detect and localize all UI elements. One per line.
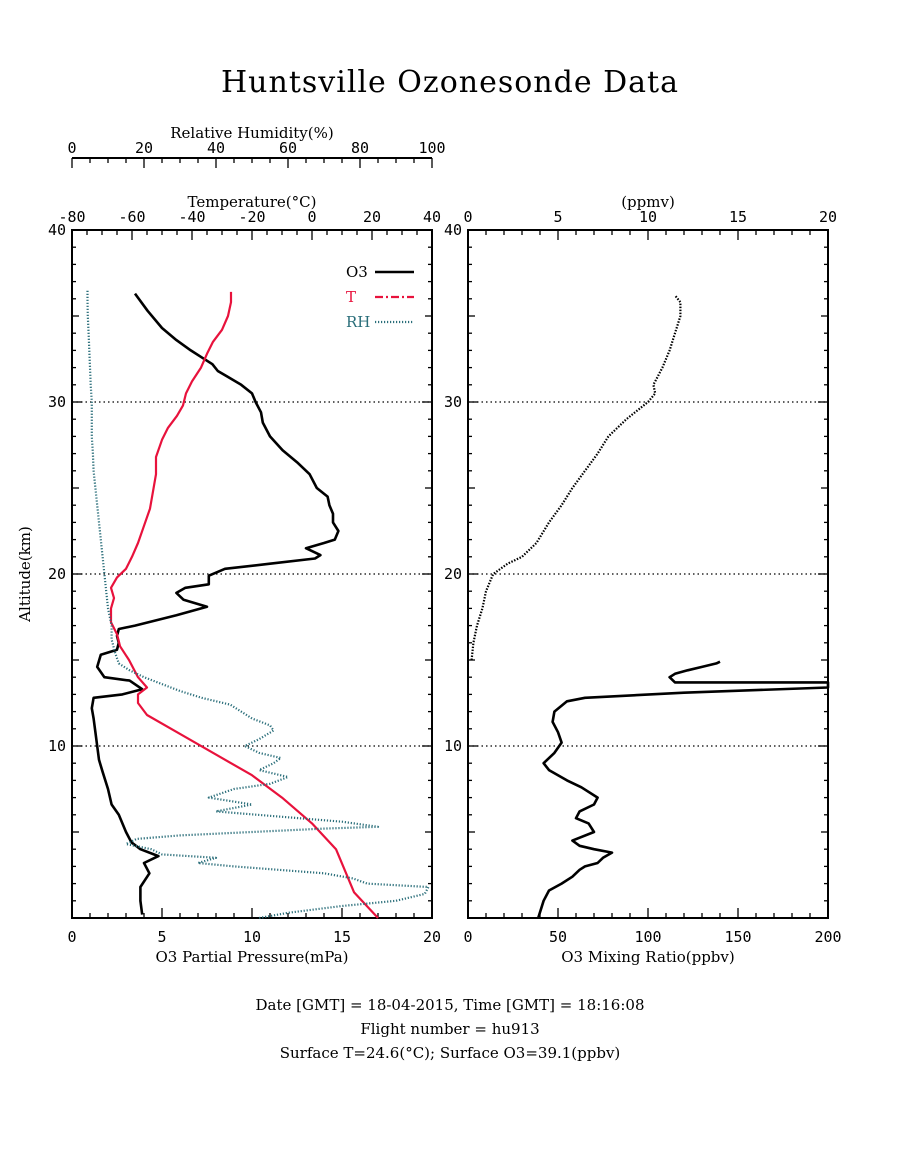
series-line-o3-mixing-ratio-upper- xyxy=(470,294,682,661)
right-top-label: (ppmv) xyxy=(621,193,675,211)
x-tick-label: -80 xyxy=(58,208,85,226)
x-tick-label: 100 xyxy=(418,139,445,157)
x-tick-label: 60 xyxy=(279,139,297,157)
legend: O3 T RH xyxy=(346,263,414,331)
left-panel: 10 20 30 40 0 5 10 15 20 -80 -60 -40 -20 0 20 40 0 20 40 60… xyxy=(16,124,446,966)
x-tick-label: 20 xyxy=(423,928,441,946)
left-bottom-label: O3 Partial Pressure(mPa) xyxy=(155,948,348,966)
legend-label: O3 xyxy=(346,263,368,281)
left-ylabel: Altitude(km) xyxy=(16,526,34,623)
y-tick-label: 20 xyxy=(444,565,462,583)
series-line-o3 xyxy=(90,292,340,915)
y-tick-label: 30 xyxy=(48,393,66,411)
left-top-inner-label: Temperature(°C) xyxy=(188,193,317,211)
x-tick-label: 15 xyxy=(333,928,351,946)
x-tick-label: 5 xyxy=(553,208,562,226)
x-tick-label: 100 xyxy=(634,928,661,946)
left-top-outer-label: Relative Humidity(%) xyxy=(170,124,333,142)
left-gridlines xyxy=(72,401,432,747)
series-line-o3-mixing-ratio xyxy=(536,660,830,919)
footer-surface-values: Surface T=24.6(°C); Surface O3=39.1(ppbv… xyxy=(280,1044,621,1062)
x-tick-label: 0 xyxy=(307,208,316,226)
left-axis-ticks: 10 20 30 40 0 5 10 15 20 -80 -60 -40 -20 0 20 40 0 20 40 60… xyxy=(48,139,446,946)
y-tick-label: 40 xyxy=(444,221,462,239)
x-tick-label: 5 xyxy=(157,928,166,946)
x-tick-label: 15 xyxy=(729,208,747,226)
y-tick-label: 10 xyxy=(444,737,462,755)
x-tick-label: 200 xyxy=(814,928,841,946)
x-tick-label: 20 xyxy=(363,208,381,226)
x-tick-label: -20 xyxy=(238,208,265,226)
right-gridlines xyxy=(468,401,828,747)
y-tick-label: 20 xyxy=(48,565,66,583)
chart-title: Huntsville Ozonesonde Data xyxy=(221,65,679,100)
x-tick-label: -40 xyxy=(178,208,205,226)
right-bottom-label: O3 Mixing Ratio(ppbv) xyxy=(561,948,734,966)
x-tick-label: 10 xyxy=(243,928,261,946)
left-series-group xyxy=(86,290,430,920)
x-tick-label: 0 xyxy=(463,928,472,946)
x-tick-label: 40 xyxy=(207,139,225,157)
right-series-group xyxy=(470,294,830,919)
x-tick-label: 40 xyxy=(423,208,441,226)
legend-label: RH xyxy=(346,313,370,331)
y-tick-label: 10 xyxy=(48,737,66,755)
x-tick-label: 10 xyxy=(639,208,657,226)
x-tick-label: 0 xyxy=(463,208,472,226)
x-tick-label: 20 xyxy=(135,139,153,157)
y-tick-label: 40 xyxy=(48,221,66,239)
y-tick-label: 30 xyxy=(444,393,462,411)
footer-flight-number: Flight number = hu913 xyxy=(360,1020,539,1038)
x-tick-label: 150 xyxy=(724,928,751,946)
series-line-rh xyxy=(86,290,430,920)
legend-label: T xyxy=(346,288,356,306)
x-tick-label: 50 xyxy=(549,928,567,946)
series-line-t xyxy=(109,291,379,919)
x-tick-label: 80 xyxy=(351,139,369,157)
x-tick-label: -60 xyxy=(118,208,145,226)
footer-date-time: Date [GMT] = 18-04-2015, Time [GMT] = 18… xyxy=(255,996,644,1014)
x-tick-label: 0 xyxy=(67,928,76,946)
x-tick-label: 20 xyxy=(819,208,837,226)
x-tick-label: 0 xyxy=(67,139,76,157)
